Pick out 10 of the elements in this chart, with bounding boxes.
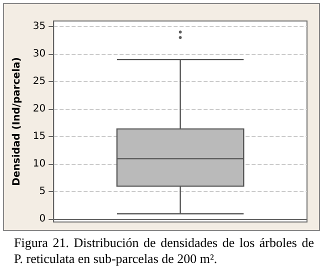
text: Figura 21. Distribución de densidades de los árboles de P. reticulata en sub-parcelas de 200 m². bbox=[14, 235, 314, 267]
y-tick-label: 35 bbox=[32, 21, 46, 32]
y-tick-label: 15 bbox=[32, 131, 46, 142]
y-tick-label: 25 bbox=[32, 76, 46, 88]
y-tick-label: 20 bbox=[32, 104, 46, 115]
y-tick-label: 10 bbox=[32, 158, 46, 170]
y-axis-title: Densidad (Ind/parcela) bbox=[12, 57, 22, 186]
y-tick-label: 5 bbox=[39, 186, 46, 198]
y-tick-label: 30 bbox=[32, 48, 46, 60]
y-tick-label: 0 bbox=[39, 214, 46, 225]
